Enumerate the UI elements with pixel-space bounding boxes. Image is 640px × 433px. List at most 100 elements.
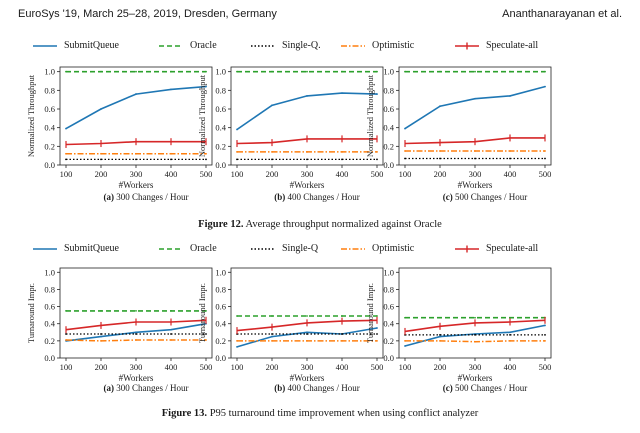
y-tick-label: 0.2 — [215, 141, 226, 151]
x-tick-label: 200 — [266, 169, 279, 179]
x-tick-label: 100 — [399, 362, 412, 372]
data-point-oracle — [404, 70, 406, 73]
y-tick-label: 0.4 — [215, 319, 226, 329]
data-point-submitqueue — [135, 93, 137, 95]
y-axis-label: Turnaround Impr. — [197, 283, 207, 343]
data-point-optimistic — [439, 150, 441, 152]
data-point-optimistic — [236, 339, 238, 342]
data-point-oracle — [509, 70, 511, 73]
data-point-oracle — [135, 309, 137, 312]
data-point-oracle — [439, 316, 441, 319]
x-tick-label: 400 — [504, 169, 517, 179]
data-point-submitqueue — [100, 108, 102, 110]
data-point-submitqueue — [306, 331, 308, 334]
data-point-optimistic — [236, 151, 238, 153]
data-point-singleq — [376, 333, 378, 335]
y-tick-label: 0.8 — [383, 85, 394, 95]
data-point-singleq — [170, 158, 172, 161]
data-point-optimistic — [439, 339, 441, 342]
data-point-singleq — [376, 158, 378, 161]
y-tick-label: 0.2 — [383, 336, 394, 346]
x-tick-label: 100 — [399, 169, 412, 179]
data-point-submitqueue — [404, 345, 406, 347]
chart-panel-13c: 0.0 0.2 0.4 0.6 0.8 1.0 100 200 300 400 500 #Worker… — [365, 267, 552, 383]
data-point-singleq — [341, 333, 343, 335]
plot-frame — [398, 267, 552, 359]
y-tick-label: 1.0 — [383, 67, 394, 77]
subcaption-12c: (c) 500 Changes / Hour — [442, 192, 528, 202]
plot-frame — [230, 267, 384, 359]
y-tick-label: 0.6 — [215, 104, 226, 114]
data-point-oracle — [509, 316, 511, 319]
x-tick-label: 300 — [469, 169, 482, 179]
y-tick-label: 1.0 — [44, 67, 55, 77]
data-point-optimistic — [544, 150, 546, 152]
x-tick-label: 300 — [301, 169, 314, 179]
data-point-submitqueue — [236, 128, 238, 131]
x-tick-label: 500 — [200, 362, 213, 372]
legend-item-optimistic: Optimistic — [340, 40, 414, 51]
y-tick-label: 0.6 — [215, 302, 226, 312]
x-tick-label: 200 — [95, 362, 108, 372]
y-tick-label: 0.4 — [383, 123, 394, 133]
data-point-optimistic — [509, 339, 511, 342]
data-point-oracle — [271, 70, 273, 73]
data-point-submitqueue — [404, 127, 406, 130]
data-point-optimistic — [376, 151, 378, 153]
y-tick-label: 0.2 — [44, 336, 55, 346]
venue-text: EuroSys '19, March 25–28, 2019, Dresden,… — [18, 8, 277, 20]
x-axis-label: #Workers — [290, 373, 325, 383]
legend-item-speculate: Speculate-all — [454, 40, 538, 51]
subcaption-13a: (a) 300 Changes / Hour — [103, 383, 189, 393]
y-tick-label: 0.2 — [44, 141, 55, 151]
y-tick-label: 0.0 — [44, 353, 55, 363]
legend-item-submitqueue: SubmitQueue — [32, 243, 119, 254]
y-tick-label: 0.8 — [44, 284, 55, 294]
y-tick-label: 0.4 — [383, 319, 394, 329]
data-point-oracle — [236, 70, 238, 73]
data-point-submitqueue — [170, 88, 172, 91]
data-point-singleq — [341, 158, 343, 161]
data-point-oracle — [170, 70, 172, 73]
x-tick-label: 400 — [165, 169, 178, 179]
legend-swatch-optimistic — [341, 44, 365, 47]
x-tick-label: 200 — [95, 169, 108, 179]
y-tick-label: 1.0 — [215, 67, 226, 77]
y-tick-label: 1.0 — [383, 267, 394, 277]
data-point-oracle — [100, 70, 102, 73]
data-point-optimistic — [306, 339, 308, 342]
y-tick-label: 0.8 — [215, 284, 226, 294]
legend-swatch-submitqueue — [33, 44, 57, 47]
data-point-oracle — [404, 316, 406, 319]
data-point-singleq — [509, 333, 511, 336]
data-point-singleq — [509, 157, 511, 160]
legend-swatch-singleq — [251, 247, 275, 250]
data-point-optimistic — [544, 339, 546, 342]
data-point-singleq — [439, 157, 441, 160]
data-point-oracle — [236, 315, 238, 317]
data-point-submitqueue — [306, 95, 308, 97]
legend-item-oracle: Oracle — [158, 243, 217, 254]
data-point-optimistic — [509, 150, 511, 152]
x-axis-label: #Workers — [290, 180, 325, 190]
data-point-optimistic — [341, 151, 343, 153]
chart-panel-13b: 0.0 0.2 0.4 0.6 0.8 1.0 100 200 300 400 500 #Worker… — [197, 267, 384, 383]
data-point-singleq — [544, 333, 546, 336]
data-point-singleq — [100, 333, 102, 335]
y-axis-label: Normalized Throughput — [26, 74, 36, 157]
x-tick-label: 500 — [371, 169, 384, 179]
y-tick-label: 0.0 — [383, 353, 394, 363]
y-axis-label: Turnaround Impr. — [26, 283, 36, 343]
data-point-optimistic — [271, 339, 273, 342]
chart-panel-12a: 0.0 0.2 0.4 0.6 0.8 1.0 100 200 300 400 500 #Worker… — [26, 66, 213, 190]
x-axis-label: #Workers — [458, 373, 493, 383]
data-point-optimistic — [65, 152, 67, 155]
data-point-optimistic — [271, 151, 273, 153]
data-point-optimistic — [306, 151, 308, 153]
figure12: 0.0 0.2 0.4 0.6 0.8 1.0 100 200 300 400 500 #Worker… — [0, 0, 640, 202]
figure13-caption: Figure 13. P95 turnaround time improveme… — [161, 408, 479, 419]
data-point-oracle — [341, 70, 343, 73]
data-point-optimistic — [205, 152, 207, 155]
legend-item-optimistic: Optimistic — [340, 243, 414, 254]
data-point-oracle — [474, 316, 476, 319]
